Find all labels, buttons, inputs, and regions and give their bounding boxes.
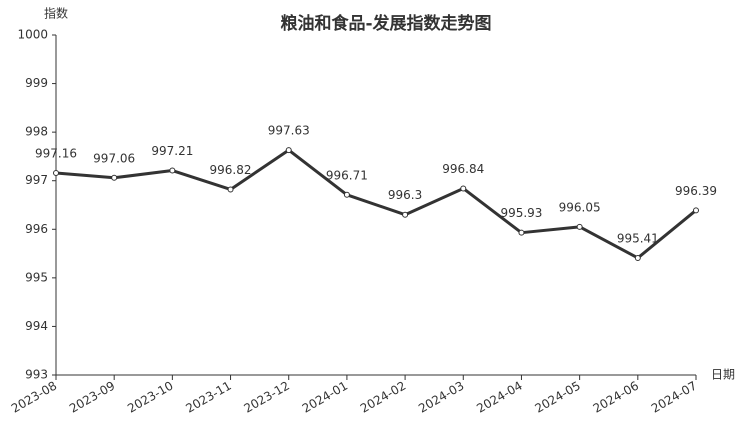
point [285,147,292,154]
data-label: 995.93 [500,206,542,220]
y-tick-label: 997 [25,173,48,187]
x-tick-label: 2024-01 [300,379,350,416]
point [518,229,525,236]
data-label: 996.05 [559,200,601,214]
y-tick-label: 994 [25,319,48,333]
data-label: 997.16 [35,146,77,160]
data-label: 996.82 [210,163,252,177]
data-label: 995.41 [617,231,659,245]
x-tick-label: 2024-04 [474,379,524,416]
point [693,207,699,214]
y-tick-label: 999 [25,76,48,90]
point [402,211,409,218]
x-axis-label: 日期 [711,368,735,382]
data-label: 996.71 [326,168,368,182]
data-label: 997.63 [268,124,310,138]
x-tick-label: 2024-02 [358,379,408,416]
data-label: 996.3 [388,188,422,202]
data-label: 997.06 [93,151,135,165]
x-tick-label: 2024-06 [591,379,641,416]
y-tick-label: 993 [25,368,48,382]
point [227,186,234,193]
point [634,254,641,261]
x-tick-label: 2023-12 [242,379,292,416]
y-tick-label: 996 [25,222,48,236]
point [343,191,350,198]
chart-title: 粮油和食品-发展指数走势图 [280,13,491,34]
point [169,167,176,174]
y-tick-label: 995 [25,270,48,284]
point [111,174,118,181]
point [576,223,583,230]
data-label: 996.39 [675,184,717,198]
point [53,169,59,176]
x-tick-label: 2023-08 [9,379,59,416]
y-tick-label: 1000 [17,28,48,42]
line [55,148,697,260]
x-tick-label: 2024-07 [649,379,699,416]
y-axis-label: 指数 [44,6,68,21]
x-tick-label: 2023-11 [183,379,233,416]
x-tick-label: 2024-03 [416,379,466,416]
x-tick-label: 2024-05 [532,379,582,416]
y-tick-label: 998 [25,125,48,139]
point [460,185,467,192]
data-label: 996.84 [442,162,484,176]
x-tick-label: 2023-09 [67,379,117,416]
data-label: 997.21 [151,144,193,158]
x-tick-label: 2023-10 [125,379,175,416]
